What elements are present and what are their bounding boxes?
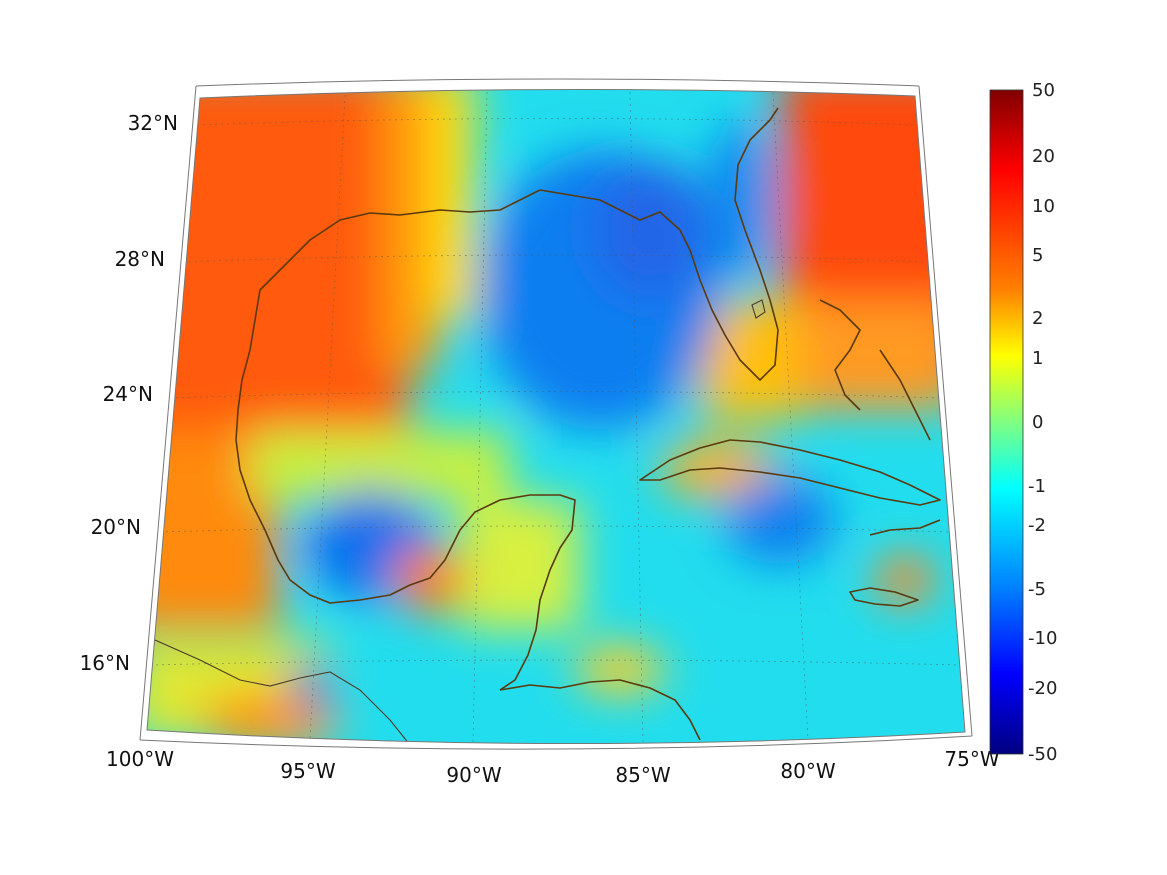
cuba <box>639 439 941 506</box>
cb-tick-neg1: -1 <box>1028 476 1046 497</box>
longitude-labels: 100°W 95°W 90°W 85°W 80°W 75°W <box>106 747 1000 787</box>
lon-label-80: 80°W <box>780 759 835 783</box>
cb-tick-5: 5 <box>1032 245 1043 266</box>
central-america <box>499 679 701 741</box>
colorbar: 50 20 10 5 2 1 0 -1 -2 -5 -10 -20 -50 <box>989 80 1057 765</box>
lon-label-100: 100°W <box>106 747 174 771</box>
jamaica <box>849 587 919 607</box>
hispaniola-edge <box>869 519 941 536</box>
lat-label-28: 28°N <box>115 247 165 271</box>
heatmap-field <box>147 89 965 744</box>
colorbar-tick-labels: 50 20 10 5 2 1 0 -1 -2 -5 -10 -20 -50 <box>1028 80 1057 765</box>
lat-label-24: 24°N <box>103 382 153 406</box>
lat-label-32: 32°N <box>128 111 178 135</box>
graticule <box>149 91 961 744</box>
florida <box>539 107 779 381</box>
mexico-border <box>154 639 411 744</box>
lon-label-85: 85°W <box>615 763 670 787</box>
cb-tick-neg2: -2 <box>1028 515 1046 536</box>
coastlines <box>154 107 941 744</box>
cb-tick-20: 20 <box>1032 146 1055 167</box>
cb-tick-2: 2 <box>1032 308 1043 329</box>
cb-tick-0: 0 <box>1032 412 1043 433</box>
colorbar-gradient <box>989 89 1024 755</box>
cb-tick-50: 50 <box>1032 80 1055 101</box>
cb-tick-neg5: -5 <box>1028 579 1046 600</box>
lat-label-20: 20°N <box>91 515 141 539</box>
florida-lake <box>751 299 766 319</box>
map-frame <box>146 88 966 745</box>
lon-label-90: 90°W <box>446 763 501 787</box>
cb-tick-1: 1 <box>1032 348 1043 369</box>
cb-tick-neg20: -20 <box>1028 678 1057 699</box>
cb-tick-neg50: -50 <box>1028 744 1057 765</box>
latitude-labels: 32°N 28°N 24°N 20°N 16°N <box>80 111 178 675</box>
cb-tick-neg10: -10 <box>1028 628 1057 649</box>
lon-label-95: 95°W <box>280 759 335 783</box>
lat-label-16: 16°N <box>80 651 130 675</box>
gulf-coast-us-mexico <box>235 189 576 691</box>
cb-tick-10: 10 <box>1032 196 1055 217</box>
bahamas <box>819 299 931 441</box>
